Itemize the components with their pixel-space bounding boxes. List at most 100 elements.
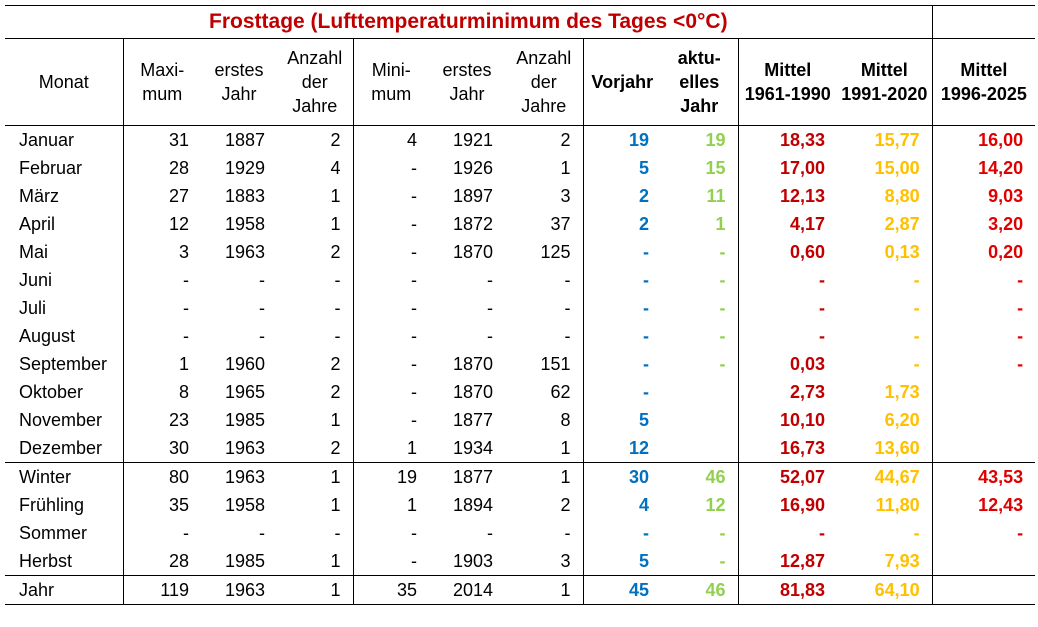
table-body: Januar 31 1887 2 4 1921 2 19 19 18,33 15,77 16,00 Fe… <box>5 125 1036 605</box>
cell-erstes-jahr-max: - <box>259 269 265 290</box>
cell-mittel-1991: 2,87 <box>884 213 920 234</box>
cell-minimum: 4 <box>353 125 429 154</box>
cell-erstes-jahr-min: 1921 <box>429 125 505 154</box>
cell-mittel-1991: 7,93 <box>884 550 920 571</box>
frosttage-sheet: Frosttage (Lufttemperaturminimum des Tag… <box>5 5 1036 605</box>
cell-erstes-jahr-max: 1985 <box>224 409 265 430</box>
cell-anzahl-min: 8 <box>505 406 584 434</box>
cell-anzahl-max: 1 <box>277 575 354 605</box>
cell-erstes-jahr-max: 1963 <box>201 575 277 605</box>
cell-mittel-1996: 3,20 <box>931 210 1036 238</box>
cell-mittel-1996: - <box>931 519 1036 547</box>
cell-anzahl-max: 1 <box>277 210 354 238</box>
cell-erstes-jahr-min: - <box>487 297 493 318</box>
cell-erstes-jahr-min: - <box>487 325 493 346</box>
cell-minimum: - <box>411 213 417 234</box>
cell-anzahl-min: 3 <box>505 547 584 576</box>
cell-anzahl-min: 1 <box>505 575 584 605</box>
cell-anzahl-min: 125 <box>505 238 584 266</box>
cell-mittel-1991: 44,67 <box>837 462 933 491</box>
cell-monat: Winter <box>5 462 124 491</box>
cell-aktuelles-jahr: - <box>661 547 739 576</box>
cell-vorjahr: 30 <box>583 462 661 491</box>
cell-anzahl-max: - <box>277 266 354 294</box>
cell-anzahl-min: 37 <box>505 210 584 238</box>
cell-minimum: - <box>411 157 417 178</box>
cell-minimum: 35 <box>353 575 429 605</box>
cell-erstes-jahr-max: 1965 <box>224 381 265 402</box>
cell-mittel-1961: 4,17 <box>789 213 825 234</box>
cell-anzahl-max: 2 <box>277 350 354 378</box>
cell-monat: Juni <box>5 266 124 294</box>
cell-minimum: - <box>411 522 417 543</box>
cell-vorjahr: - <box>643 269 649 290</box>
cell-minimum: - <box>411 550 417 571</box>
cell-anzahl-max: - <box>277 519 354 547</box>
cell-aktuelles-jahr: 15 <box>661 154 739 182</box>
cell-vorjahr: - <box>643 353 649 374</box>
cell-monat: August <box>5 322 124 350</box>
cell-aktuelles-jahr <box>661 434 739 463</box>
cell-erstes-jahr-max: 1887 <box>201 125 277 154</box>
table-row: Oktober 8 1965 2 - 1870 62 - 2,73 1,73 <box>5 378 1036 406</box>
cell-anzahl-min: 2 <box>505 125 584 154</box>
header-erstes-jahr-max: erstes Jahr <box>214 60 264 104</box>
cell-minimum: - <box>411 381 417 402</box>
cell-maximum: 8 <box>178 381 189 402</box>
cell-vorjahr: - <box>643 241 649 262</box>
cell-vorjahr: 12 <box>628 437 649 458</box>
header-erstes-jahr-min: erstes Jahr <box>442 60 492 104</box>
header-mittel-1961: Mittel 1961-1990 <box>744 60 831 104</box>
cell-mittel-1991: 15,00 <box>874 157 920 178</box>
cell-aktuelles-jahr: - <box>661 519 739 547</box>
cell-monat: Juli <box>5 294 124 322</box>
cell-mittel-1991: 64,10 <box>837 575 933 605</box>
cell-mittel-1961: 16,73 <box>779 437 825 458</box>
cell-vorjahr: - <box>643 522 649 543</box>
cell-maximum: 12 <box>168 213 189 234</box>
cell-vorjahr: 19 <box>583 125 661 154</box>
cell-anzahl-max: 1 <box>277 406 354 434</box>
cell-maximum: 28 <box>168 550 189 571</box>
table-row: September 1 1960 2-1870 151- -0,03- - <box>5 350 1036 378</box>
table-title: Frosttage (Lufttemperaturminimum des Tag… <box>5 5 933 39</box>
cell-erstes-jahr-min: 1897 <box>452 185 493 206</box>
cell-mittel-1996 <box>931 378 1036 406</box>
cell-anzahl-max: 1 <box>277 547 354 576</box>
cell-mittel-1996 <box>931 406 1036 434</box>
cell-mittel-1996: - <box>931 294 1036 322</box>
cell-mittel-1991: - <box>913 353 920 374</box>
cell-monat: Herbst <box>5 547 124 576</box>
table-row: Juli - - - - - - - - - - - <box>5 294 1036 322</box>
cell-aktuelles-jahr: - <box>661 266 739 294</box>
cell-vorjahr: 4 <box>638 494 649 515</box>
cell-aktuelles-jahr: 46 <box>661 462 739 491</box>
cell-vorjahr: - <box>643 297 649 318</box>
cell-minimum: - <box>411 269 417 290</box>
table-row: Winter 80 1963 1 19 1877 1 30 46 52,07 44,67 43,53 <box>5 462 1036 491</box>
table-row: Mai 3 1963 2-1870 125- -0,60 0,13 0,20 <box>5 238 1036 266</box>
header-mittel-1996: Mittel 1996-2025 <box>931 38 1036 126</box>
cell-maximum: 35 <box>168 494 189 515</box>
cell-mittel-1996: - <box>931 322 1036 350</box>
cell-maximum: 80 <box>123 462 201 491</box>
cell-maximum: - <box>183 325 189 346</box>
cell-maximum: 1 <box>178 353 189 374</box>
cell-erstes-jahr-max: 1960 <box>224 353 265 374</box>
cell-anzahl-min: - <box>505 294 584 322</box>
cell-maximum: 30 <box>168 437 189 458</box>
cell-mittel-1961: 0,60 <box>789 241 825 262</box>
cell-maximum: 28 <box>168 157 189 178</box>
cell-aktuelles-jahr: - <box>661 294 739 322</box>
cell-monat: Januar <box>5 125 124 154</box>
table-row: April 12 1958 1-1872 37 2 1 4,17 2,87 3,20 <box>5 210 1036 238</box>
cell-anzahl-max: 2 <box>277 434 354 463</box>
table-row: November 23 1985 1 - 1877 8 5 10,10 6,20 <box>5 406 1036 434</box>
cell-anzahl-max: 1 <box>277 462 354 491</box>
cell-anzahl-max: 1 <box>277 182 354 210</box>
cell-maximum: 119 <box>123 575 201 605</box>
cell-erstes-jahr-max: 1929 <box>224 157 265 178</box>
header-mittel-1991: Mittel 1991-2020 <box>841 60 928 104</box>
cell-mittel-1961: 12,87 <box>779 550 825 571</box>
cell-anzahl-max: - <box>277 322 354 350</box>
